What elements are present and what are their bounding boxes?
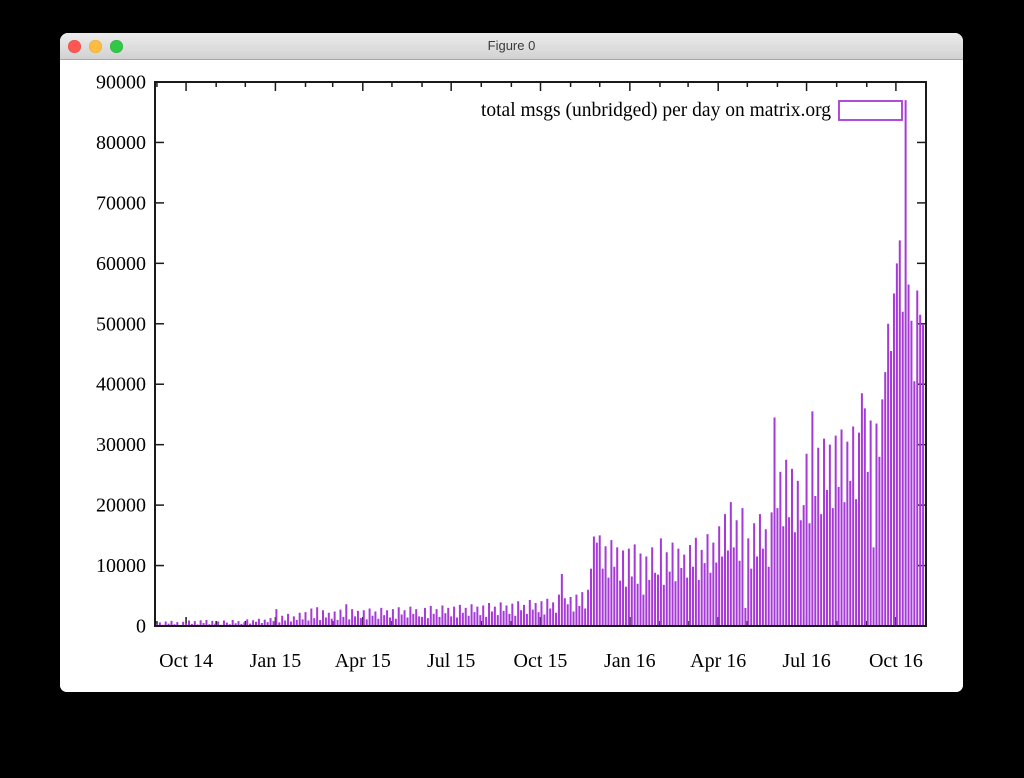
y-tick-label: 60000 bbox=[96, 253, 146, 275]
legend-key-box bbox=[838, 100, 903, 121]
legend: total msgs (unbridged) per day on matrix… bbox=[481, 100, 903, 121]
minimize-button[interactable] bbox=[89, 40, 102, 53]
window-title: Figure 0 bbox=[487, 38, 536, 53]
y-tick-label: 30000 bbox=[96, 434, 146, 456]
x-tick-label: Apr 16 bbox=[690, 650, 746, 672]
x-tick-label: Oct 15 bbox=[514, 650, 568, 672]
x-tick-label: Jan 15 bbox=[250, 650, 302, 672]
axis-labels: Oct 14 Jan 15 Apr 15 Jul 15 Oct 15 Jan 16 Apr … bbox=[96, 72, 923, 673]
y-tick-label: 50000 bbox=[96, 313, 146, 335]
y-tick-label: 70000 bbox=[96, 192, 146, 214]
x-tick-label: Oct 14 bbox=[159, 650, 213, 672]
x-tick-label: Jul 16 bbox=[782, 650, 830, 672]
figure-window: Figure 0 Oct 14 Jan 15 Apr 15 Jul 15 Oct 15 J… bbox=[60, 33, 963, 692]
y-tick-label: 10000 bbox=[96, 555, 146, 577]
x-tick-label: Jan 16 bbox=[604, 650, 656, 672]
y-tick-label: 0 bbox=[136, 616, 146, 638]
plot-border bbox=[154, 81, 927, 627]
x-tick-label: Oct 16 bbox=[869, 650, 923, 672]
x-tick-label: Apr 15 bbox=[335, 650, 391, 672]
chart-canvas: Oct 14 Jan 15 Apr 15 Jul 15 Oct 15 Jan 16 Apr … bbox=[96, 72, 927, 673]
window-content: Oct 14 Jan 15 Apr 15 Jul 15 Oct 15 Jan 16 Apr … bbox=[60, 60, 963, 692]
y-tick-label: 20000 bbox=[96, 495, 146, 517]
legend-label: total msgs (unbridged) per day on matrix… bbox=[481, 100, 831, 121]
close-button[interactable] bbox=[68, 40, 81, 53]
y-tick-label: 80000 bbox=[96, 132, 146, 154]
y-tick-label: 90000 bbox=[96, 72, 146, 94]
titlebar[interactable]: Figure 0 bbox=[60, 33, 963, 60]
zoom-button[interactable] bbox=[110, 40, 123, 53]
x-tick-label: Jul 15 bbox=[427, 650, 475, 672]
y-tick-label: 40000 bbox=[96, 374, 146, 396]
bars-series bbox=[155, 100, 925, 626]
traffic-lights bbox=[68, 40, 123, 53]
